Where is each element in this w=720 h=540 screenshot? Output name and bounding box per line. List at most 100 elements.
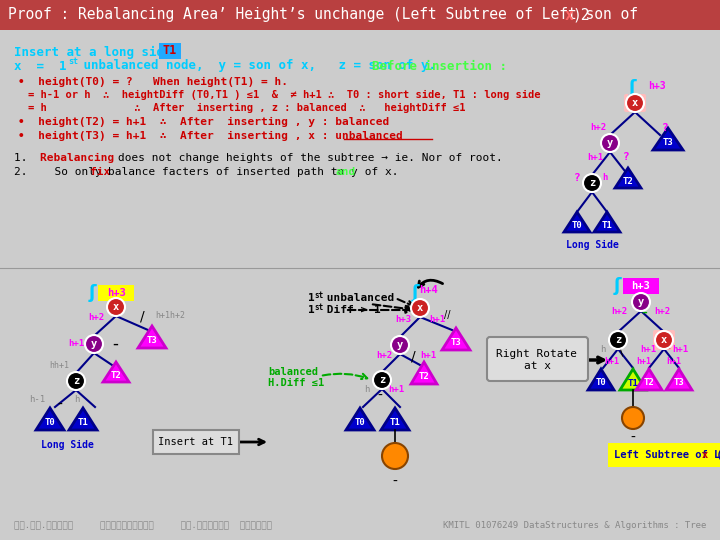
- Text: z: z: [589, 178, 595, 188]
- Text: fix: fix: [90, 167, 117, 177]
- Text: -: -: [377, 389, 382, 403]
- Text: ?: ?: [662, 123, 668, 133]
- Text: Diff > 1: Diff > 1: [320, 305, 381, 315]
- Text: x: x: [417, 303, 423, 313]
- Polygon shape: [36, 408, 64, 430]
- Text: T2: T2: [644, 378, 654, 387]
- Text: Right Rotate: Right Rotate: [497, 349, 577, 359]
- Text: T0: T0: [355, 418, 365, 427]
- Text: )2: )2: [573, 8, 590, 23]
- Text: ?: ?: [623, 152, 629, 162]
- Text: h+3: h+3: [107, 288, 125, 298]
- Text: h+2: h+2: [590, 123, 606, 132]
- Text: h: h: [603, 173, 608, 183]
- Text: /: /: [410, 349, 415, 363]
- Text: -: -: [58, 398, 63, 412]
- Text: 1: 1: [308, 305, 315, 315]
- Text: x: x: [113, 302, 119, 312]
- Text: 2.    So only: 2. So only: [14, 167, 109, 177]
- Text: at x: at x: [523, 361, 551, 371]
- FancyBboxPatch shape: [98, 285, 134, 301]
- FancyBboxPatch shape: [153, 430, 239, 454]
- Text: h+2: h+2: [376, 352, 392, 361]
- Text: x: x: [632, 98, 638, 108]
- FancyBboxPatch shape: [487, 337, 588, 381]
- Text: z: z: [379, 375, 385, 385]
- Text: y: y: [638, 297, 644, 307]
- FancyBboxPatch shape: [0, 30, 720, 540]
- Text: Insert at a long side: Insert at a long side: [14, 45, 179, 58]
- Text: st: st: [314, 291, 323, 300]
- Text: ʃ: ʃ: [411, 284, 419, 302]
- Text: x: x: [661, 335, 667, 345]
- Text: h-1: h-1: [29, 395, 45, 404]
- Text: h+1: h+1: [420, 352, 436, 361]
- Text: y: y: [91, 339, 97, 349]
- Text: z: z: [615, 335, 621, 345]
- Text: h+1: h+1: [604, 357, 619, 367]
- Text: = h              ∴  After  inserting , z : balanced  ∴   heightDiff ≤1: = h ∴ After inserting , z : balanced ∴ h…: [28, 103, 466, 113]
- Text: Insert at T1: Insert at T1: [158, 437, 233, 447]
- Text: h+3: h+3: [648, 81, 665, 91]
- Polygon shape: [588, 369, 614, 390]
- Text: balance facters of inserted path to y: balance facters of inserted path to y: [108, 167, 364, 177]
- Polygon shape: [69, 408, 97, 430]
- Text: hh+1: hh+1: [49, 361, 69, 369]
- Polygon shape: [594, 212, 620, 232]
- Text: h: h: [74, 395, 80, 404]
- Circle shape: [626, 94, 644, 112]
- Text: Proof : Rebalancing Area’ Height’s unchange (Left Subtree of Left son of: Proof : Rebalancing Area’ Height’s uncha…: [8, 8, 647, 23]
- Circle shape: [622, 407, 644, 429]
- FancyBboxPatch shape: [608, 443, 720, 467]
- Polygon shape: [346, 408, 374, 430]
- Polygon shape: [636, 369, 662, 390]
- Text: T0: T0: [595, 378, 606, 387]
- Circle shape: [601, 134, 619, 152]
- Polygon shape: [381, 408, 409, 430]
- Text: KMITL 01076249 DataStructures & Algorithms : Tree: KMITL 01076249 DataStructures & Algorith…: [443, 522, 706, 530]
- Text: (2): (2): [710, 450, 720, 460]
- Text: ?: ?: [574, 173, 580, 183]
- Text: ʃ: ʃ: [613, 277, 621, 295]
- Text: T1: T1: [390, 418, 400, 427]
- Text: h+1: h+1: [587, 152, 603, 161]
- Text: st: st: [314, 302, 323, 312]
- Text: -: -: [112, 335, 118, 353]
- Polygon shape: [442, 328, 470, 350]
- Text: Rebalancing: Rebalancing: [40, 153, 121, 163]
- Text: h+1: h+1: [636, 357, 652, 367]
- Text: T1: T1: [602, 220, 613, 230]
- Circle shape: [382, 443, 408, 469]
- Circle shape: [655, 331, 673, 349]
- Polygon shape: [103, 362, 129, 382]
- Text: h+2: h+2: [88, 314, 104, 322]
- Circle shape: [391, 336, 409, 354]
- Text: T3: T3: [451, 338, 462, 347]
- Polygon shape: [564, 212, 590, 232]
- Text: h+3: h+3: [631, 281, 650, 291]
- Text: •  height(T2) = h+1  ∴  After  inserting , y : balanced: • height(T2) = h+1 ∴ After inserting , y…: [18, 117, 390, 127]
- Text: balanced: balanced: [268, 367, 318, 377]
- Text: T3: T3: [674, 378, 685, 387]
- Text: T0: T0: [572, 220, 582, 230]
- Text: T0: T0: [45, 418, 55, 427]
- Polygon shape: [653, 128, 683, 150]
- Polygon shape: [411, 362, 437, 384]
- Text: T1: T1: [78, 418, 89, 427]
- Text: Before insertion :: Before insertion :: [372, 59, 507, 72]
- Circle shape: [632, 293, 650, 311]
- Text: Long Side: Long Side: [40, 440, 94, 450]
- Text: T2: T2: [623, 177, 634, 186]
- Circle shape: [67, 372, 85, 390]
- Text: and: and: [336, 167, 356, 177]
- Text: //: //: [444, 310, 450, 320]
- Text: h+2: h+2: [654, 307, 670, 316]
- Circle shape: [583, 174, 601, 192]
- FancyBboxPatch shape: [0, 0, 720, 30]
- Polygon shape: [666, 369, 692, 390]
- Text: 1.: 1.: [14, 153, 55, 163]
- Polygon shape: [620, 369, 646, 390]
- Text: of x.: of x.: [358, 167, 398, 177]
- Polygon shape: [615, 168, 641, 188]
- Text: unbalanced node,  y = son of x,   z = son of y.: unbalanced node, y = son of x, z = son o…: [76, 59, 451, 72]
